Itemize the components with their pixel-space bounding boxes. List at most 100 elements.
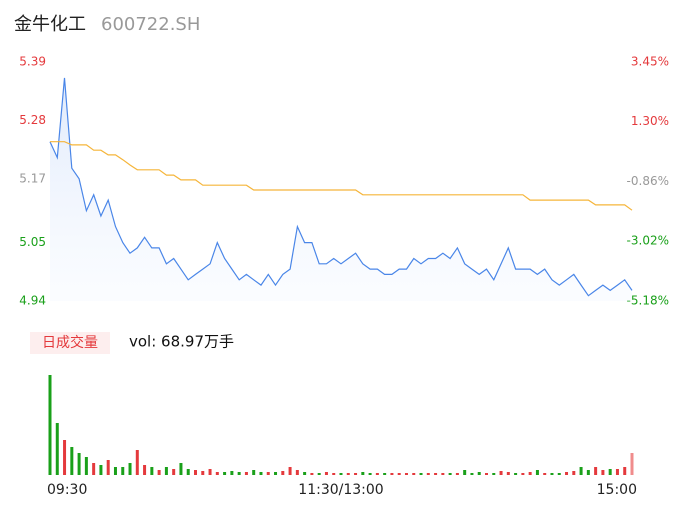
x-tick-label: 09:30 xyxy=(47,482,87,498)
volume-bar xyxy=(150,467,154,475)
volume-bar xyxy=(201,471,205,475)
volume-bar xyxy=(106,460,110,475)
volume-bar xyxy=(135,450,139,475)
volume-bar xyxy=(77,453,81,475)
y-tick-label: 5.05 xyxy=(19,235,46,249)
volume-bar xyxy=(84,457,88,475)
volume-bar xyxy=(121,467,125,475)
volume-bar xyxy=(230,471,234,475)
volume-bar xyxy=(266,472,270,475)
volume-bar xyxy=(448,473,452,475)
volume-bar xyxy=(557,473,561,475)
volume-bar xyxy=(470,473,474,475)
volume-bar xyxy=(288,467,292,475)
volume-bar xyxy=(70,447,74,475)
volume-bar xyxy=(586,470,590,475)
volume-bar xyxy=(274,472,278,475)
volume-bar xyxy=(565,472,569,475)
volume-bar xyxy=(390,473,394,475)
volume-bar xyxy=(143,465,147,475)
volume-label: 日成交量 xyxy=(42,334,98,351)
volume-bar xyxy=(455,473,459,475)
volume-bar xyxy=(434,473,438,475)
volume-bar xyxy=(361,472,365,475)
volume-bar xyxy=(550,473,554,475)
stock-code: 600722.SH xyxy=(101,14,200,35)
volume-bar xyxy=(543,473,547,475)
volume-bar xyxy=(477,472,481,475)
volume-bar xyxy=(237,472,241,475)
volume-bar xyxy=(332,473,336,475)
volume-badge xyxy=(30,332,110,354)
volume-bar xyxy=(317,473,321,475)
volume-bar xyxy=(295,470,299,475)
volume-bar xyxy=(514,473,518,475)
volume-bar xyxy=(594,467,598,475)
volume-bar xyxy=(383,473,387,475)
volume-bar xyxy=(572,471,576,475)
volume-bar xyxy=(608,469,612,475)
volume-bar xyxy=(99,465,103,475)
volume-bar xyxy=(426,473,430,475)
y2-tick-label: -0.86% xyxy=(627,174,669,188)
volume-summary: vol: 68.97万手 xyxy=(129,333,234,351)
volume-bar xyxy=(92,463,96,475)
y2-tick-label: -3.02% xyxy=(627,234,669,248)
volume-bar xyxy=(506,472,510,475)
volume-bar xyxy=(223,472,227,475)
y-tick-label: 5.28 xyxy=(19,113,46,127)
y2-tick-label: 1.30% xyxy=(631,114,669,128)
y2-tick-label: -5.18% xyxy=(627,294,669,308)
volume-bar xyxy=(172,469,176,475)
volume-bar xyxy=(441,473,445,475)
volume-bar xyxy=(579,467,583,475)
volume-bar xyxy=(354,473,358,475)
volume-bar xyxy=(310,473,314,475)
volume-bar xyxy=(48,375,52,475)
volume-bar xyxy=(623,467,627,475)
volume-bar xyxy=(397,473,401,475)
volume-bar xyxy=(113,467,117,475)
y-tick-label: 5.39 xyxy=(19,55,46,69)
volume-bar xyxy=(375,473,379,475)
stock-name: 金牛化工 xyxy=(14,14,86,35)
volume-bar xyxy=(303,472,307,475)
volume-bar xyxy=(179,463,183,475)
price-area xyxy=(50,77,632,302)
volume-bar xyxy=(346,473,350,475)
volume-bar xyxy=(419,473,423,475)
y2-tick-label: 3.45% xyxy=(631,55,669,69)
volume-bar xyxy=(208,469,212,475)
volume-bar xyxy=(63,440,67,475)
x-tick-label: 11:30/13:00 xyxy=(298,482,383,498)
volume-bar xyxy=(630,453,634,475)
volume-bar xyxy=(601,470,605,475)
volume-bar xyxy=(412,473,416,475)
volume-bar xyxy=(528,472,532,475)
volume-bar xyxy=(339,473,343,475)
volume-bar xyxy=(164,467,168,475)
volume-bar xyxy=(157,470,161,475)
volume-bar xyxy=(535,470,539,475)
price-line xyxy=(49,77,633,297)
volume-bar xyxy=(492,473,496,475)
volume-bar xyxy=(615,469,619,475)
average-line xyxy=(50,141,633,211)
y-tick-label: 5.17 xyxy=(19,171,46,185)
volume-bar xyxy=(324,472,328,475)
volume-bar xyxy=(215,472,219,475)
volume-bar xyxy=(252,470,256,475)
volume-bar xyxy=(128,463,132,475)
volume-bar xyxy=(186,469,190,475)
volume-bar xyxy=(281,471,285,475)
volume-bar xyxy=(259,472,263,475)
volume-bar xyxy=(485,473,488,475)
y-tick-label: 4.94 xyxy=(19,294,46,308)
x-tick-label: 15:00 xyxy=(597,482,637,498)
volume-bar xyxy=(194,470,197,475)
volume-bar xyxy=(463,470,467,475)
volume-bar xyxy=(521,473,525,475)
volume-bar xyxy=(244,472,248,475)
